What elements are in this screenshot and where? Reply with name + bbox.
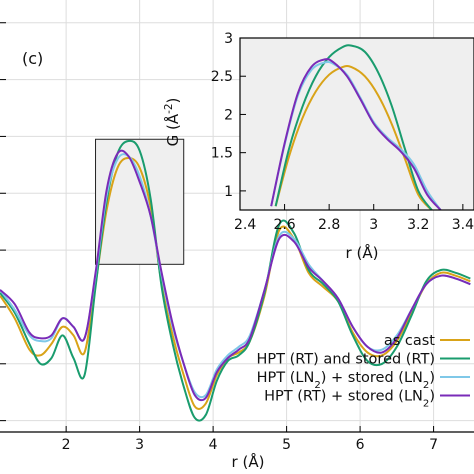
x-axis-label: r (Å): [232, 452, 265, 471]
inset-y-tick-label: 3: [224, 31, 233, 47]
inset-y-tick-label: 1.5: [211, 146, 233, 162]
inset-y-tick-label: 1: [224, 184, 233, 200]
inset-x-tick-label: 3.2: [407, 217, 429, 233]
inset-series-line-hpt-rt-stored-ln2: [270, 58, 442, 210]
inset-frame: [239, 37, 474, 211]
inset-x-axis-label: r (Å): [346, 243, 379, 262]
legend: as cast HPT (RT) and stored (RT) HPT (LN2​…: [257, 333, 470, 409]
series-line-hpt-rt-stored-ln2: [0, 149, 471, 402]
x-tick-label: 5: [282, 437, 291, 453]
inset-x-tick-label: 3: [369, 217, 378, 233]
inset-background: [240, 38, 474, 210]
x-tick-label: 3: [135, 437, 144, 453]
inset-y-tick-label: 2: [224, 107, 233, 123]
inset-x-tick-label: 2.6: [273, 217, 295, 233]
inset-y-axis-label: G (Å-2​): [163, 98, 182, 147]
x-tick-label: 4: [209, 437, 218, 453]
inset-series-line-hpt-rt-and-stored-rt: [274, 44, 433, 210]
zoom-box: [95, 138, 185, 265]
x-tick-label: 7: [429, 437, 438, 453]
inset-series-line-as-cast: [274, 64, 433, 210]
legend-label: HPT (RT) + stored (LN2​): [264, 389, 435, 410]
inset-x-tick-label: 2.4: [234, 217, 256, 233]
inset-y-tick-label: 2.5: [211, 69, 233, 85]
legend-label: as cast: [384, 333, 435, 349]
x-tick-label: 6: [356, 437, 365, 453]
series-line-as-cast: [0, 157, 471, 410]
main-series-group: [0, 139, 471, 422]
inset-x-tick-label: 2.8: [318, 217, 340, 233]
inset-series-group: [270, 44, 442, 210]
legend-label: HPT (RT) and stored (RT): [257, 352, 435, 368]
x-tick-label: 2: [62, 437, 71, 453]
inset-plot: 1 1.5 2 2.5 3 2.4 2.6 2.8 3 3.2 3.4 r (Å) G (Å-2​): [163, 31, 474, 262]
inset-x-tick-label: 3.4: [452, 217, 474, 233]
series-line-hpt-rt-and-stored-rt: [0, 139, 471, 422]
legend-label: HPT (LN2​) + stored (LN2​): [257, 370, 435, 391]
panel-label: (c): [22, 49, 43, 68]
